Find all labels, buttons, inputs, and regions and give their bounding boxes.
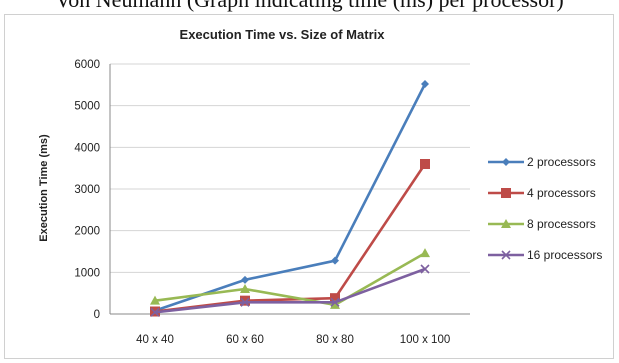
legend-item: 2 processors bbox=[488, 155, 596, 169]
gridlines bbox=[109, 63, 470, 315]
legend-marker bbox=[501, 219, 511, 228]
legend-marker bbox=[502, 158, 510, 166]
data-point bbox=[420, 159, 430, 169]
series-line bbox=[154, 163, 427, 313]
y-tick-label: 6000 bbox=[74, 59, 100, 71]
data-point bbox=[330, 299, 340, 309]
data-point bbox=[150, 307, 160, 317]
data-point bbox=[420, 264, 430, 274]
series-line bbox=[154, 267, 426, 314]
legend-item: 16 processors bbox=[488, 248, 602, 262]
y-tick-label: 1000 bbox=[74, 267, 100, 279]
series-1 bbox=[151, 80, 429, 315]
series-line bbox=[154, 252, 426, 307]
y-tick-label: 2000 bbox=[74, 226, 100, 238]
x-tick-label: 60 x 60 bbox=[226, 334, 264, 346]
x-tick-label: 80 x 80 bbox=[316, 334, 354, 346]
y-tick-labels: 0 1000 2000 3000 4000 5000 6000 bbox=[74, 59, 100, 321]
legend-label: 2 processors bbox=[527, 155, 596, 169]
data-point bbox=[420, 248, 430, 258]
legend-item: 4 processors bbox=[488, 186, 596, 200]
legend-item: 8 processors bbox=[488, 217, 596, 231]
data-point bbox=[330, 293, 340, 304]
chart-title: Execution Time vs. Size of Matrix bbox=[180, 27, 386, 42]
data-point bbox=[331, 256, 339, 265]
data-point bbox=[150, 295, 160, 305]
legend-marker bbox=[501, 250, 511, 260]
data-point bbox=[240, 284, 250, 293]
x-tick-label: 40 x 40 bbox=[136, 334, 174, 346]
legend-marker bbox=[501, 188, 511, 198]
x-tick-label: 100 x 100 bbox=[400, 334, 451, 346]
series-layer bbox=[150, 80, 430, 317]
y-tick-label: 0 bbox=[94, 309, 100, 321]
data-point bbox=[421, 80, 429, 88]
series-4 bbox=[150, 264, 430, 317]
legend-label: 8 processors bbox=[527, 217, 596, 231]
x-tick-labels: 40 x 40 60 x 60 80 x 80 100 x 100 bbox=[136, 334, 450, 346]
legend-label: 16 processors bbox=[527, 248, 602, 262]
legend: 2 processors 4 processors 8 processors 16 p… bbox=[488, 155, 602, 262]
data-point bbox=[330, 297, 340, 307]
data-point bbox=[240, 297, 250, 307]
figure-caption: Von Neumann (Graph indicating time (ms) … bbox=[0, 0, 619, 13]
data-point bbox=[241, 275, 249, 284]
y-tick-label: 4000 bbox=[74, 142, 100, 154]
y-tick-label: 3000 bbox=[74, 184, 100, 196]
series-3 bbox=[150, 248, 430, 309]
y-tick-label: 5000 bbox=[74, 101, 100, 113]
series-2 bbox=[150, 159, 430, 317]
y-axis-label: Execution Time (ms) bbox=[38, 134, 50, 242]
legend-label: 4 processors bbox=[527, 186, 596, 200]
data-point bbox=[240, 295, 250, 306]
